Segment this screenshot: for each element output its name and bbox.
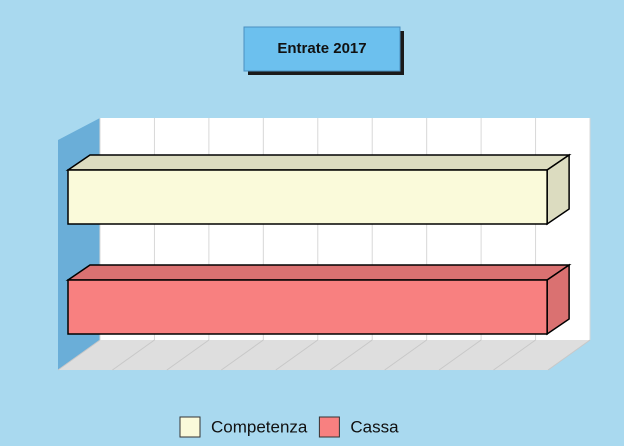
chart-title: Entrate 2017 [277, 40, 366, 57]
floor-grid-line [166, 339, 210, 371]
floor-grid-line [57, 339, 101, 371]
legend-label: Competenza [211, 417, 308, 436]
floor-grid-line [547, 339, 591, 371]
bar [67, 169, 548, 225]
bar-top [65, 264, 572, 281]
floor-grid-line [112, 339, 155, 371]
floor-grid-line [438, 339, 482, 371]
floor-grid-line [384, 339, 427, 371]
floor-grid-line [221, 339, 264, 371]
floor-grid-line [329, 339, 373, 371]
bar [67, 279, 548, 335]
floor-grid-line [493, 339, 536, 371]
legend-label: Cassa [350, 417, 399, 436]
floor [58, 340, 590, 370]
legend-swatch [318, 416, 340, 438]
legend-swatch [179, 416, 201, 438]
floor-grid-line [275, 339, 319, 371]
bar-top [65, 154, 572, 171]
title-box [243, 26, 401, 72]
